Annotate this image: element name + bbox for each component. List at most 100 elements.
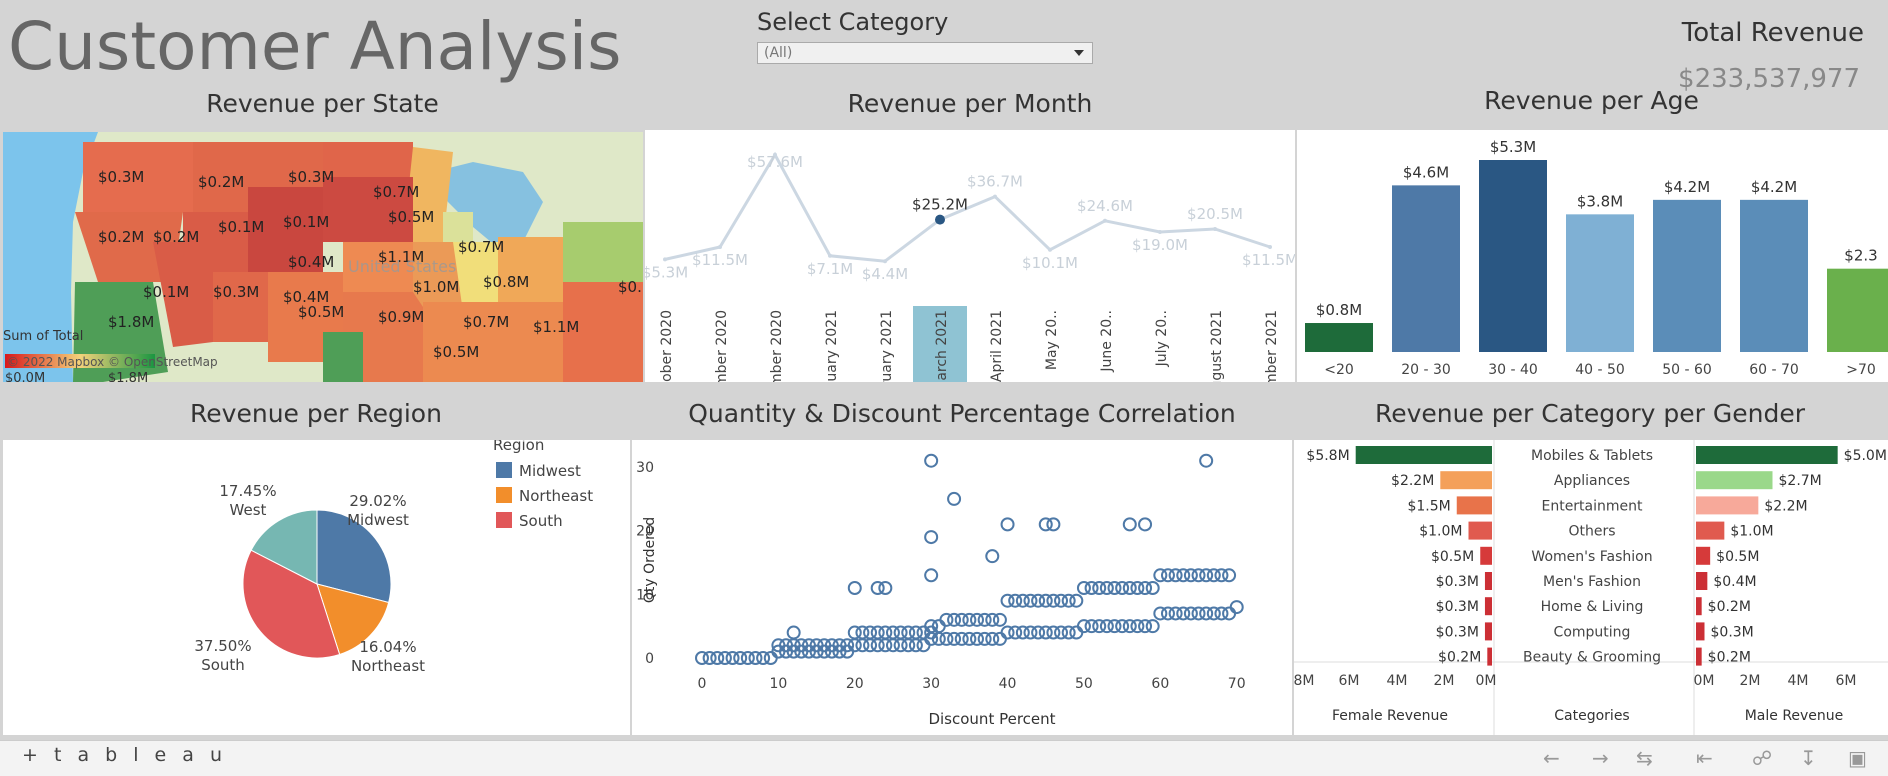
male-bar-label: $2.7M xyxy=(1779,473,1822,489)
scatter-point xyxy=(1061,593,1076,608)
scatter-point xyxy=(740,651,755,665)
scatter-point xyxy=(1199,568,1214,583)
month-point xyxy=(1213,227,1217,231)
scatter-point xyxy=(1099,619,1114,634)
scatter-point xyxy=(1168,606,1183,621)
map-state-label: $0.7M xyxy=(373,183,419,201)
map-state-label: $0.7M xyxy=(458,238,504,256)
map-labels: $0.3M $0.2M $0.3M $0.7M $0.2M $0.2M $0.1M $0.5M… xyxy=(98,168,643,361)
month-data-label: $5.3M xyxy=(645,263,688,281)
month-point xyxy=(1103,218,1107,223)
total-revenue-value: $233,537,977 xyxy=(1678,64,1860,94)
month-point xyxy=(883,259,887,264)
scatter-point xyxy=(1206,568,1221,583)
pie-percent-label: 37.50% xyxy=(194,637,251,655)
scatter-xtick-label: 0 xyxy=(698,676,707,692)
age-chart-title: Revenue per Age xyxy=(1484,86,1699,115)
map-attribution[interactable]: © 2022 Mapbox © OpenStreetMap xyxy=(7,355,218,369)
scatter-point xyxy=(832,638,847,653)
map-state-region xyxy=(83,142,193,212)
age-bar xyxy=(1479,160,1547,352)
age-bar xyxy=(1566,214,1634,352)
gender-bar-panel[interactable]: $5.8M Mobiles & Tablets $5.0M $2.2M Applianc… xyxy=(1294,440,1888,735)
scatter-point xyxy=(1092,581,1107,595)
scatter-point xyxy=(954,631,969,646)
footer-toolbar xyxy=(0,740,1888,776)
scatter-point xyxy=(824,638,839,653)
scatter-point xyxy=(1160,606,1175,621)
female-bar xyxy=(1480,546,1492,565)
map-state-region xyxy=(153,242,213,347)
pie-slice xyxy=(250,509,318,585)
tableau-logo[interactable]: + t a b l e a u xyxy=(22,744,228,766)
month-point xyxy=(1048,247,1052,252)
reset-icon[interactable]: ⇤ xyxy=(1696,746,1713,770)
female-tick-label: 4M xyxy=(1387,673,1408,689)
scatter-point xyxy=(870,638,885,653)
redo-icon[interactable]: → xyxy=(1592,746,1609,770)
scatter-ylabel: Qty Ordered xyxy=(642,517,658,603)
pie-legend-swatch xyxy=(496,462,512,478)
female-bar-label: $0.3M xyxy=(1436,624,1479,640)
map-state-region xyxy=(323,332,363,382)
scatter-point xyxy=(1160,568,1175,583)
state-map-panel[interactable]: $0.3M $0.2M $0.3M $0.7M $0.2M $0.2M $0.1M $0.5M… xyxy=(3,132,643,382)
age-bar xyxy=(1740,199,1808,352)
map-state-label: $1.0M xyxy=(413,278,459,296)
region-pie-panel[interactable]: 29.02% Midwest 16.04% Northeast 37.50% South 1… xyxy=(3,440,630,735)
revert-icon[interactable]: ⇆ xyxy=(1636,746,1653,770)
scatter-point xyxy=(1008,625,1023,640)
age-bar xyxy=(1653,199,1721,352)
scatter-point xyxy=(1107,581,1122,595)
region-pie-chart[interactable]: 29.02%Midwest16.04%Northeast37.50%South1… xyxy=(3,440,630,735)
age-bar-chart[interactable]: $0.8M <20 $4.6M 20 - 30 $5.3M 30 - 40 $3.8M 40 … xyxy=(1297,130,1888,382)
month-tick-label: July 20.. xyxy=(1154,310,1170,367)
map-state-region xyxy=(213,272,268,342)
download-icon[interactable]: ↧ xyxy=(1800,746,1817,770)
male-bar xyxy=(1696,647,1702,666)
fullscreen-icon[interactable]: ▣ xyxy=(1848,746,1867,770)
female-bar-label: $0.2M xyxy=(1438,650,1481,666)
map-state-label: $0.3M xyxy=(213,283,259,301)
category-select[interactable]: (All) xyxy=(757,42,1093,64)
scatter-point xyxy=(985,549,1000,564)
scatter-point xyxy=(1054,593,1069,608)
scatter-point xyxy=(771,638,786,653)
pie-legend-title: Region xyxy=(493,440,544,454)
month-line-chart[interactable]: $5.3M October 2020 $11.5M November 2020 $57.… xyxy=(645,130,1295,382)
male-bar-label: $1.0M xyxy=(1730,524,1773,540)
corr-scatter-panel[interactable]: 0 10 20 30 0 10 20 30 40 50 60 70 Qty Ordered Discoun… xyxy=(632,440,1292,735)
scatter-point xyxy=(725,651,740,665)
month-data-label: $57.6M xyxy=(747,153,803,171)
gender-butterfly-chart[interactable]: $5.8M Mobiles & Tablets $5.0M $2.2M Applianc… xyxy=(1294,440,1888,735)
map-state-label: $0.1M xyxy=(218,218,264,236)
pie-name-label: South xyxy=(201,656,245,674)
scatter-point xyxy=(992,631,1007,646)
map-state-region xyxy=(563,282,643,382)
chevron-down-icon[interactable] xyxy=(1074,50,1084,56)
scatter-point xyxy=(1153,568,1168,583)
male-bar xyxy=(1696,496,1759,515)
map-state-label: $0.5M xyxy=(388,208,434,226)
scatter-point xyxy=(710,651,725,665)
scatter-point xyxy=(1191,606,1206,621)
month-point xyxy=(828,253,832,258)
age-bar-panel[interactable]: $0.8M <20 $4.6M 20 - 30 $5.3M 30 - 40 $3.8M 40 … xyxy=(1297,130,1888,382)
corr-scatter-chart[interactable]: 0 10 20 30 0 10 20 30 40 50 60 70 Qty Ordered Discoun… xyxy=(632,440,1292,735)
share-icon[interactable]: ☍ xyxy=(1752,746,1773,770)
scatter-point xyxy=(840,638,855,653)
month-line-panel[interactable]: $5.3M October 2020 $11.5M November 2020 $57.… xyxy=(645,130,1295,382)
pie-slice xyxy=(316,583,390,656)
scatter-xtick-label: 20 xyxy=(846,676,864,692)
state-map[interactable]: $0.3M $0.2M $0.3M $0.7M $0.2M $0.2M $0.1M $0.5M… xyxy=(3,132,643,382)
scatter-point xyxy=(924,619,939,634)
scatter-point xyxy=(695,651,709,665)
scatter-point xyxy=(985,631,1000,646)
scatter-point xyxy=(939,631,954,646)
male-bar xyxy=(1696,622,1705,641)
category-label: Others xyxy=(1568,524,1615,540)
scatter-point xyxy=(1145,619,1160,634)
male-bar-label: $0.2M xyxy=(1708,650,1751,666)
age-bar xyxy=(1827,268,1888,352)
undo-icon[interactable]: ← xyxy=(1543,746,1560,770)
